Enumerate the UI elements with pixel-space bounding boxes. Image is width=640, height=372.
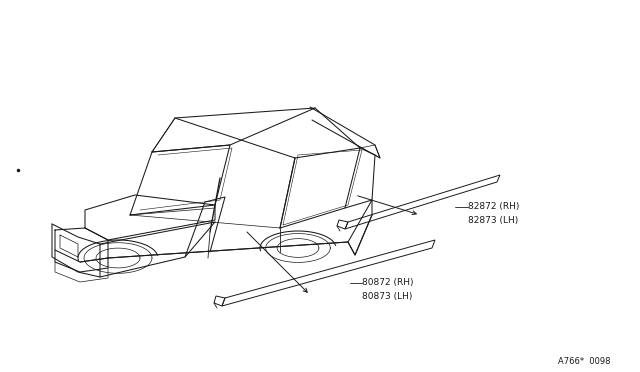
Text: 82872 (RH): 82872 (RH) <box>468 202 520 212</box>
Text: 82873 (LH): 82873 (LH) <box>468 217 518 225</box>
Text: 80872 (RH): 80872 (RH) <box>362 279 413 288</box>
Text: 80873 (LH): 80873 (LH) <box>362 292 412 301</box>
Text: A766*  0098: A766* 0098 <box>557 357 610 366</box>
